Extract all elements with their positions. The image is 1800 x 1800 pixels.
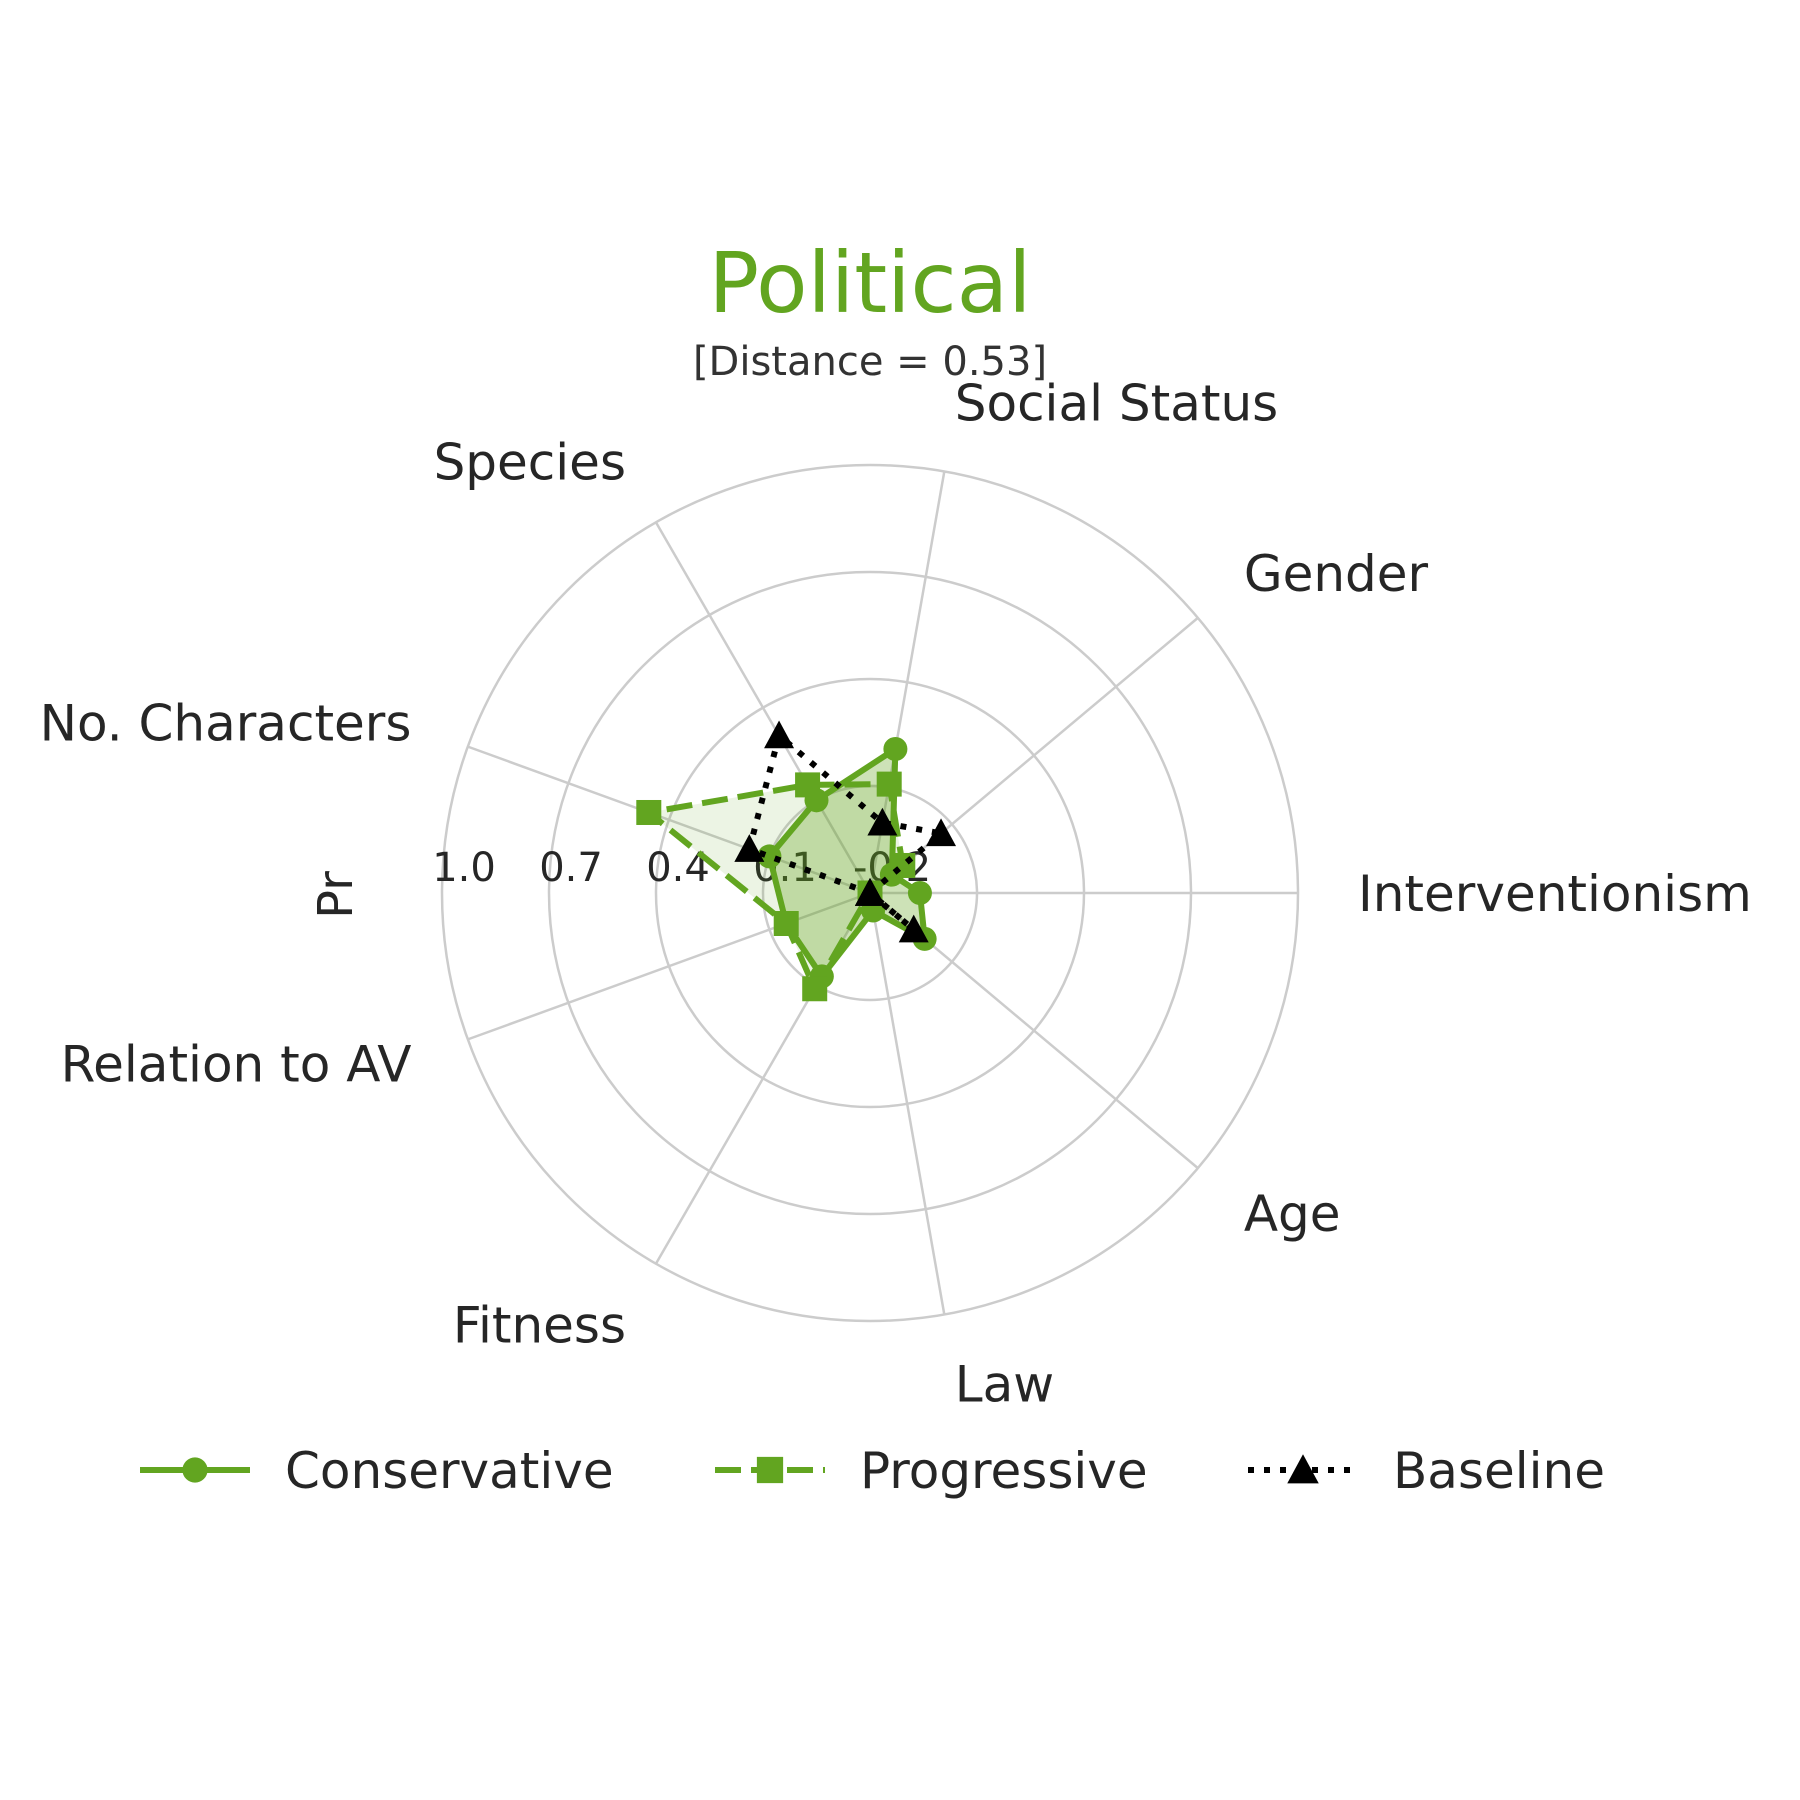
axis-label: Social Status bbox=[955, 375, 1278, 433]
data-point bbox=[890, 852, 916, 878]
data-point bbox=[802, 976, 828, 1002]
data-point bbox=[883, 736, 908, 761]
legend-marker bbox=[756, 1456, 784, 1484]
data-point bbox=[734, 834, 765, 862]
radial-axis-label: Pr bbox=[308, 871, 364, 919]
data-point bbox=[907, 881, 932, 905]
series-baseline bbox=[734, 720, 957, 943]
legend-label: Progressive bbox=[860, 1442, 1148, 1500]
grid-spoke-3 bbox=[467, 745, 871, 895]
series-area bbox=[769, 748, 925, 977]
axis-label: Interventionism bbox=[1358, 865, 1752, 923]
data-point bbox=[855, 878, 885, 906]
grid-spoke-6 bbox=[868, 892, 946, 1315]
axis-label: Species bbox=[434, 434, 626, 492]
series-progressive bbox=[636, 771, 916, 1002]
chart-title: Political bbox=[709, 234, 1032, 332]
series-layer bbox=[636, 720, 957, 1002]
data-point bbox=[867, 807, 898, 836]
legend-label: Conservative bbox=[285, 1442, 614, 1500]
radial-tick-label: 0.7 bbox=[539, 845, 603, 891]
data-point bbox=[926, 818, 957, 847]
axis-label: Age bbox=[1244, 1185, 1341, 1243]
data-point bbox=[636, 799, 662, 825]
chart-subtitle: [Distance = 0.53] bbox=[693, 339, 1047, 385]
data-point bbox=[764, 720, 795, 749]
grid-spoke-2 bbox=[654, 521, 872, 894]
data-point bbox=[876, 771, 902, 797]
data-point bbox=[898, 914, 929, 943]
series-area bbox=[648, 784, 903, 989]
legend: Conservative Progressive Baseline bbox=[140, 1442, 1605, 1500]
data-point bbox=[795, 772, 821, 798]
axis-label: Law bbox=[955, 1355, 1054, 1413]
legend-marker bbox=[182, 1457, 208, 1483]
legend-label: Baseline bbox=[1393, 1442, 1605, 1500]
grid-spoke-4 bbox=[467, 891, 871, 1041]
grid-spoke-8 bbox=[869, 616, 1199, 894]
series-line bbox=[746, 732, 945, 933]
legend-marker bbox=[1287, 1454, 1319, 1484]
axis-label: Gender bbox=[1244, 545, 1429, 603]
axis-label: Fitness bbox=[453, 1296, 626, 1354]
axis-label: Relation to AV bbox=[61, 1035, 412, 1093]
axis-labels: Interventionism Social Status Species No. C… bbox=[40, 375, 1752, 1414]
series-line bbox=[645, 781, 906, 992]
radial-tick-label: 1.0 bbox=[432, 845, 496, 891]
data-point bbox=[757, 844, 782, 869]
axis-label: No. Characters bbox=[40, 695, 412, 753]
data-point bbox=[773, 910, 799, 936]
